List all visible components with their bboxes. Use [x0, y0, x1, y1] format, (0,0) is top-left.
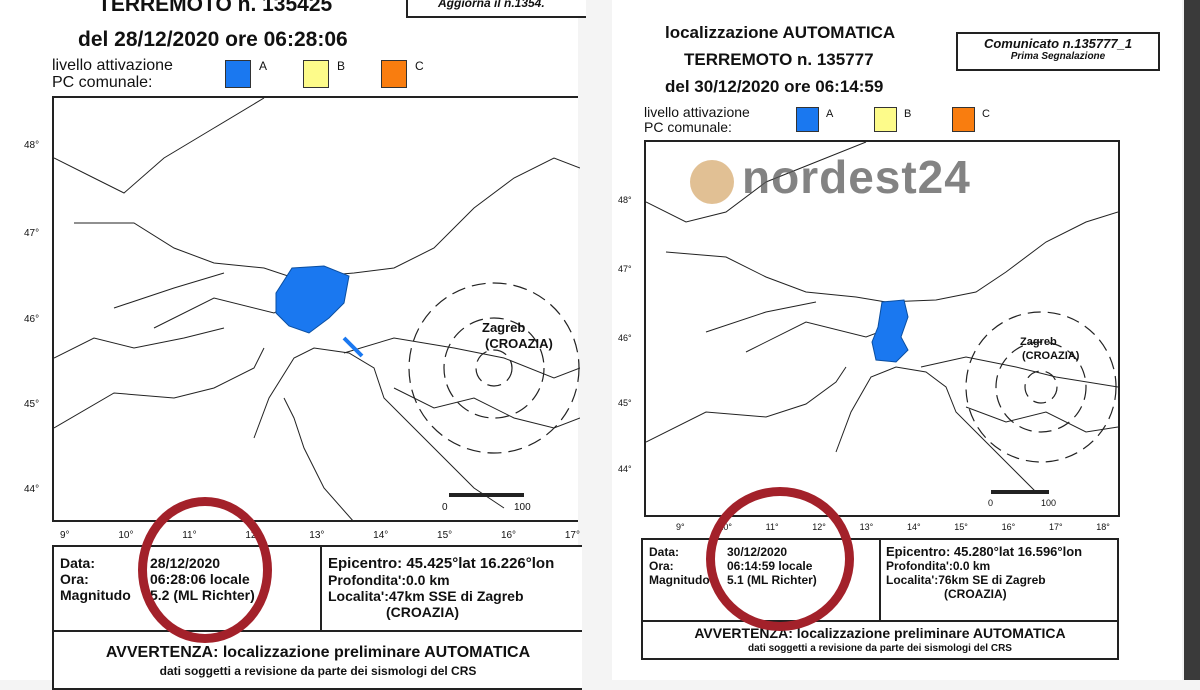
warning-text: AVVERTENZA: localizzazione preliminare A…	[694, 625, 1066, 641]
right-edge-strip	[1184, 0, 1200, 680]
scale-zero: 0	[988, 498, 994, 508]
warning-subtext: dati soggetti a revisione da parte dei s…	[159, 664, 477, 678]
warning-text: AVVERTENZA: localizzazione preliminare A…	[105, 644, 531, 661]
legend-swatch-c	[952, 107, 975, 132]
legend-label-a: A	[826, 108, 834, 120]
left-update-text: Aggiorna il n.1354.	[438, 0, 545, 10]
left-title: TERREMOTO n. 135425	[98, 0, 333, 16]
right-map: Zagreb (CROAZIA) 0 100	[644, 140, 1120, 517]
lon-ticks-left: 9° 10° 11° 12° 13° 14° 15° 16° 17°	[60, 530, 580, 541]
city-label: Zagreb	[1020, 336, 1057, 348]
left-subtitle: del 28/12/2020 ore 06:28:06	[78, 28, 348, 51]
highlight-circle-right	[706, 487, 854, 631]
lat-tick: 44°	[618, 464, 632, 474]
left-warning: AVVERTENZA: localizzazione preliminare A…	[52, 630, 582, 690]
right-subtitle: del 30/12/2020 ore 06:14:59	[665, 77, 884, 96]
highlight-circle-left	[138, 497, 272, 643]
lat-tick: 47°	[24, 228, 40, 239]
info-epicenter: Epicentro: 45.280°lat 16.596°lon Profondi…	[886, 544, 1083, 602]
comunicato-subtext: Prima Segnalazione	[1010, 51, 1106, 62]
comunicato-text: Comunicato n.135777_1	[983, 36, 1133, 51]
legend-label: livello attivazione PC comunale:	[52, 57, 173, 91]
legend-swatch-a	[796, 107, 819, 132]
lat-tick: 45°	[618, 398, 632, 408]
scale-label: 100	[514, 502, 531, 513]
watermark-text: nordest24	[742, 151, 971, 203]
legend-swatch-b	[303, 60, 329, 88]
warning-subtext: dati soggetti a revisione da parte dei s…	[748, 643, 1012, 654]
right-pretitle: localizzazione AUTOMATICA	[665, 23, 896, 42]
right-warning: AVVERTENZA: localizzazione preliminare A…	[641, 620, 1119, 660]
right-title: TERREMOTO n. 135777	[684, 50, 874, 69]
legend-label-b: B	[904, 108, 912, 120]
scale-zero: 0	[442, 502, 448, 513]
legend-label-b: B	[337, 59, 346, 73]
legend-label-c: C	[415, 59, 424, 73]
legend-label: livello attivazione PC comunale:	[644, 104, 750, 135]
legend-label-a: A	[259, 59, 268, 73]
scale-label: 100	[1041, 498, 1057, 508]
lat-tick: 46°	[618, 333, 632, 343]
friuli-region	[871, 299, 909, 363]
country-label: (CROAZIA)	[1022, 350, 1080, 362]
info-labels: Data: Ora: Magnitudo	[60, 555, 131, 603]
watermark-logo	[690, 160, 734, 204]
left-map: Zagreb (CROAZIA) 0 100	[52, 96, 580, 522]
right-map-svg	[646, 142, 1118, 494]
epicenter-rings	[965, 311, 1117, 463]
left-update-box: Aggiorna il n.1354.	[406, 0, 586, 18]
friuli-region	[275, 265, 350, 334]
legend-swatch-b	[874, 107, 897, 132]
legend-swatch-a	[225, 60, 251, 88]
lat-tick: 48°	[618, 195, 632, 205]
lat-tick: 46°	[24, 314, 40, 325]
lat-tick: 47°	[618, 264, 632, 274]
country-label: (CROAZIA)	[485, 336, 553, 351]
right-bulletin: localizzazione AUTOMATICA TERREMOTO n. 1…	[612, 0, 1182, 680]
legend-swatch-c	[381, 60, 407, 88]
comunicato-box: Comunicato n.135777_1 Prima Segnalazione	[956, 32, 1160, 71]
info-labels: Data: Ora: Magnitudo	[649, 545, 710, 587]
city-label: Zagreb	[482, 320, 526, 335]
lat-tick: 45°	[24, 399, 40, 410]
lat-tick: 48°	[24, 140, 40, 151]
left-info-box: Data: Ora: Magnitudo 28/12/2020 06:28:06 lo…	[52, 545, 582, 632]
left-map-svg	[54, 98, 580, 522]
epicenter-rings	[408, 282, 580, 454]
info-epicenter: Epicentro: 45.425°lat 16.226°lon Profondi…	[328, 555, 555, 621]
legend-label-c: C	[982, 108, 990, 120]
lat-tick: 44°	[24, 484, 40, 495]
left-bulletin: TERREMOTO n. 135425 Aggiorna il n.1354. …	[0, 0, 586, 690]
